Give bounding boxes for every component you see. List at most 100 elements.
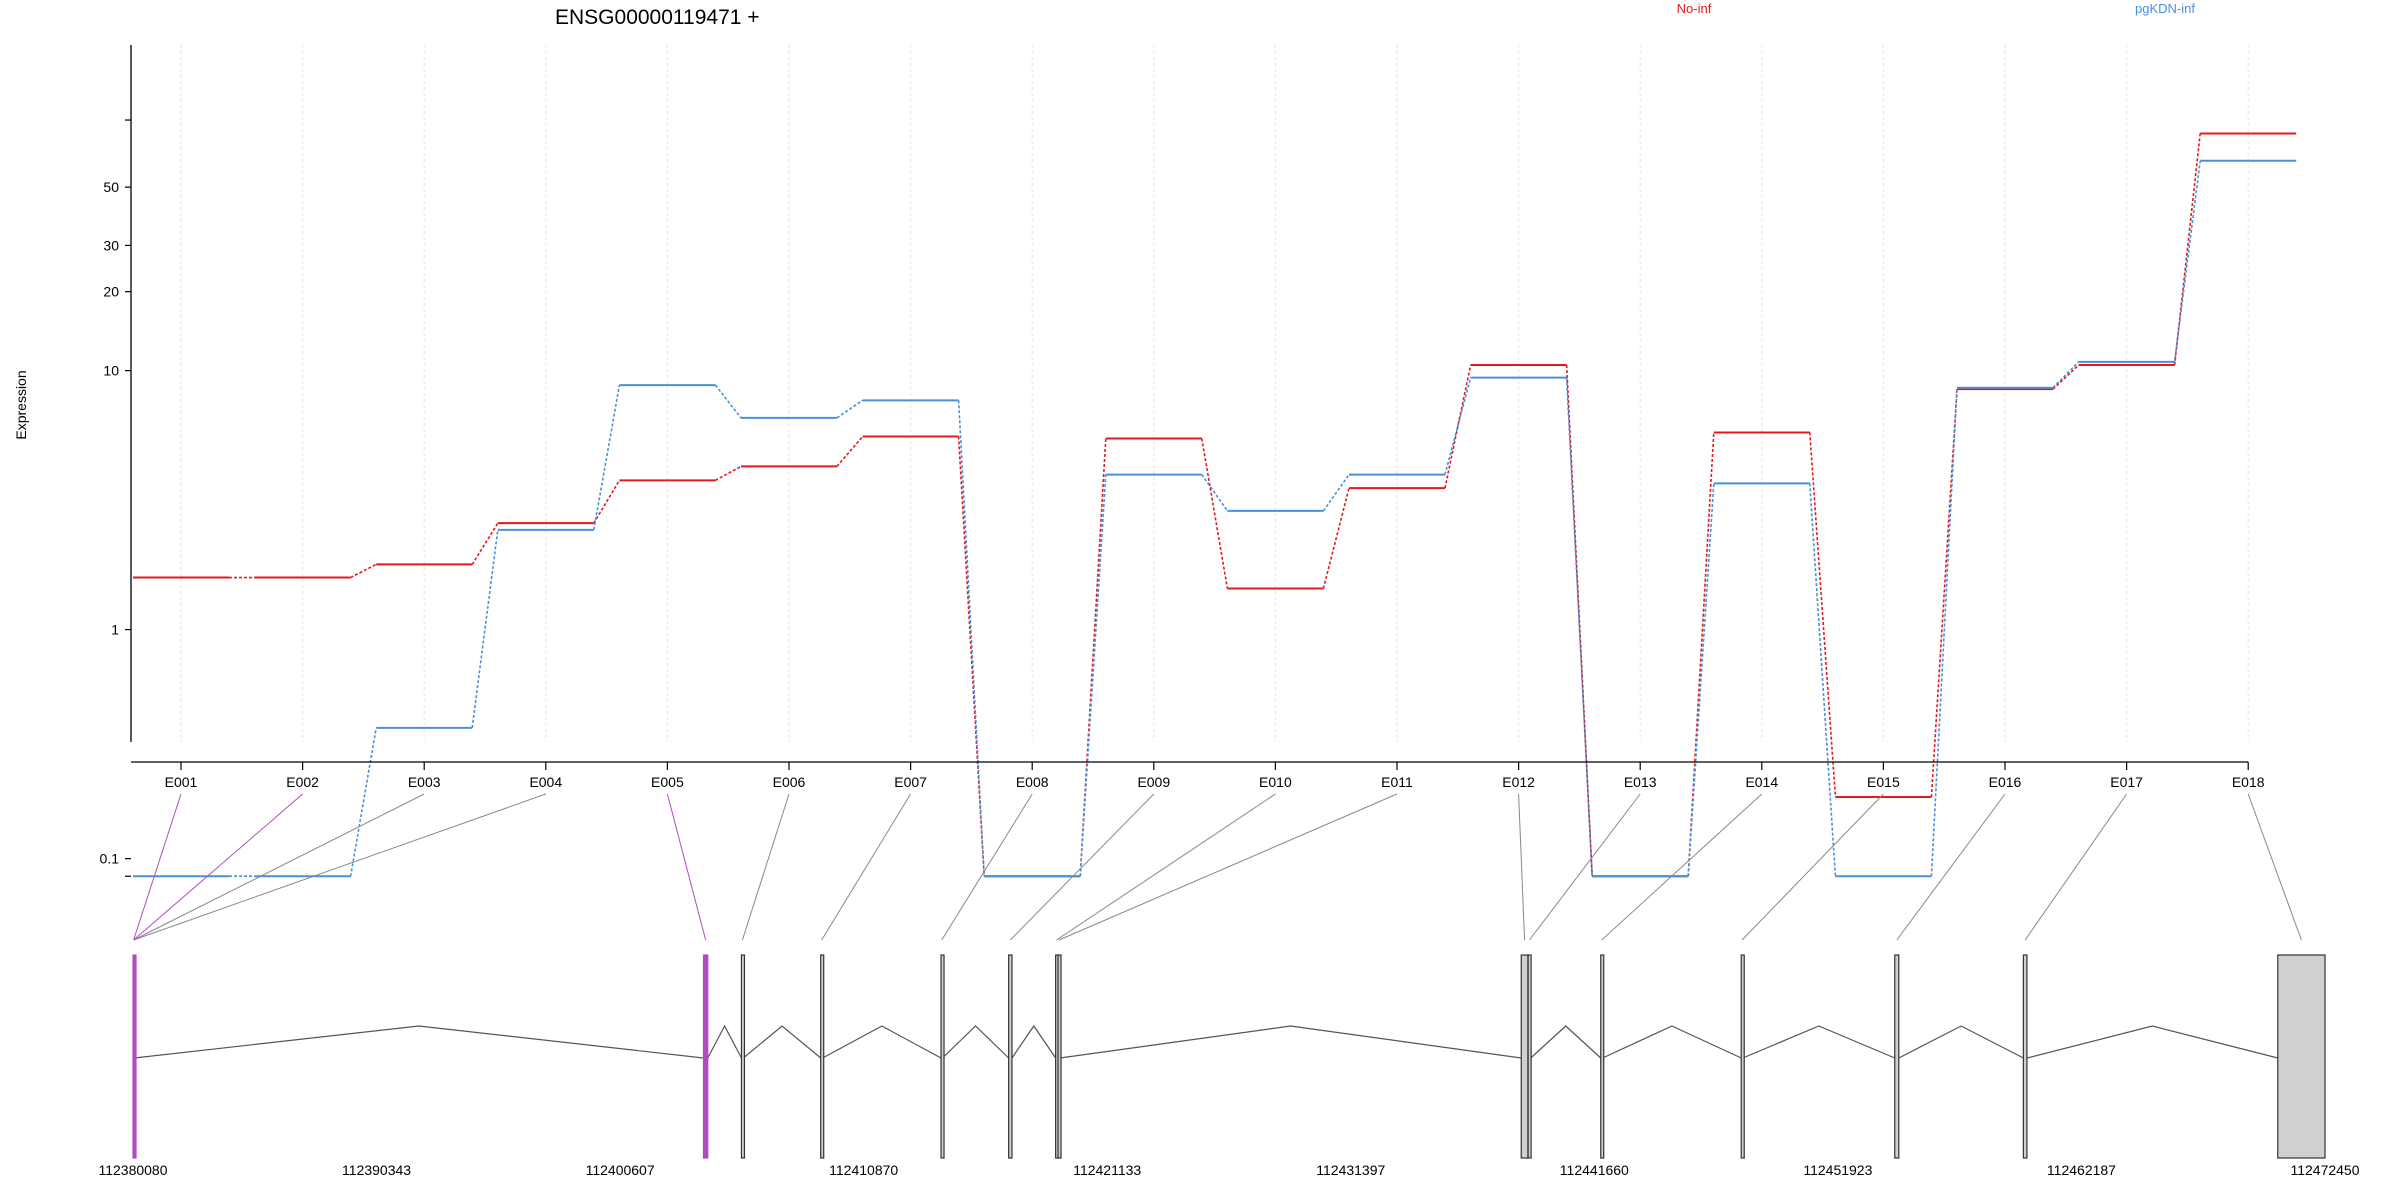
- exon-box: [940, 954, 945, 1159]
- series-connector: [1930, 389, 1958, 798]
- x-tick-label: E002: [286, 774, 319, 790]
- x-tick-label: E016: [1989, 774, 2022, 790]
- intron-line: [707, 1024, 742, 1059]
- x-tick-label: E012: [1502, 774, 1535, 790]
- series-connector: [1930, 387, 1958, 877]
- intron-line: [1530, 1025, 1602, 1059]
- x-tick-label: E009: [1137, 774, 1170, 790]
- x-tick-label: E015: [1867, 774, 1900, 790]
- exon-box: [1527, 954, 1532, 1159]
- series-connector: [593, 479, 621, 524]
- series-connector: [1444, 364, 1472, 489]
- intron-line: [1059, 1025, 1522, 1059]
- intron-line: [134, 1025, 704, 1059]
- exon-connector: [1518, 793, 1526, 941]
- series-connector: [714, 384, 742, 419]
- exon-connector: [133, 793, 182, 941]
- exon-box: [1008, 954, 1013, 1159]
- exon-connector: [1741, 793, 1884, 941]
- exon-box: [1740, 954, 1745, 1159]
- series-connector: [1444, 377, 1472, 475]
- intron-line: [1011, 1024, 1057, 1059]
- series-connector: [471, 522, 499, 565]
- x-tick-label: E011: [1381, 774, 1413, 790]
- intron-line: [2026, 1025, 2278, 1059]
- exon-box: [2277, 954, 2326, 1159]
- genomic-coordinate-axis: 112380080 112390343 112400607 112410870 1124…: [98, 1162, 2359, 1178]
- intron-line: [822, 1025, 942, 1059]
- x-tick-label: E007: [894, 774, 927, 790]
- y-tick-label: 10: [103, 363, 119, 379]
- x-axis: E001 E002 E003 E004 E005 E006 E007 E008 E009 E010…: [131, 761, 2265, 790]
- x-tick-label: E013: [1624, 774, 1657, 790]
- coordinate-label: 112462187: [2047, 1162, 2116, 1178]
- series-connector: [1079, 438, 1107, 877]
- exon-connector: [1529, 793, 1641, 941]
- y-tick-label: 1: [111, 622, 119, 638]
- gene-model: [132, 954, 2326, 1159]
- exon-box: [132, 954, 137, 1159]
- x-tick-label: E017: [2110, 774, 2143, 790]
- series-connector: [957, 436, 985, 877]
- exon-box: [820, 954, 825, 1159]
- exon-connector: [741, 793, 790, 941]
- series-connector: [1322, 487, 1350, 589]
- exon-connector: [1009, 793, 1155, 941]
- coordinate-label: 112472450: [2290, 1162, 2359, 1178]
- series-connector: [1565, 377, 1593, 877]
- series-connector: [2173, 160, 2201, 362]
- exon-connector: [2024, 793, 2128, 941]
- series-connector: [836, 435, 864, 467]
- series-connector: [1687, 432, 1715, 877]
- exon-connector: [941, 793, 1033, 941]
- series-connector: [350, 563, 377, 579]
- series-connector: [593, 384, 621, 530]
- x-tick-label: E014: [1745, 774, 1778, 790]
- exon-connector: [133, 793, 303, 941]
- y-tick-label: 30: [103, 237, 119, 253]
- exon-connector: [666, 793, 707, 941]
- y-tick-label: 0.1: [100, 851, 120, 867]
- y-axis-label: Expression: [13, 370, 29, 439]
- series-connector: [957, 400, 985, 877]
- series-connector: [1079, 474, 1107, 877]
- exon-box: [1057, 954, 1062, 1159]
- coordinate-label: 112441660: [1560, 1162, 1629, 1178]
- coordinate-label: 112451923: [1803, 1162, 1872, 1178]
- y-tick-label: 20: [103, 284, 119, 300]
- intron-line: [1898, 1025, 2024, 1059]
- x-tick-label: E006: [773, 774, 806, 790]
- intron-line: [942, 1025, 1010, 1059]
- coordinate-label: 112421133: [1073, 1162, 1141, 1178]
- exon-connector: [821, 793, 912, 941]
- exon-connectors: [133, 793, 2302, 941]
- series-connector: [2052, 364, 2080, 390]
- exon-connector: [133, 793, 425, 941]
- series-connector: [1201, 474, 1229, 512]
- series-connector: [1809, 483, 1837, 877]
- coordinate-label: 112410870: [829, 1162, 898, 1178]
- series-connector: [1201, 438, 1229, 589]
- series-connector: [1809, 432, 1837, 798]
- series-connector: [1687, 483, 1715, 877]
- y-tick-label: 50: [103, 179, 119, 195]
- exon-connector: [2247, 793, 2302, 941]
- intron-line: [742, 1025, 822, 1059]
- y-axis: 0.1 1 10 20 30 50: [100, 45, 132, 877]
- exon-connector: [1601, 793, 1763, 941]
- series-connector: [349, 727, 377, 877]
- exon-box: [1894, 954, 1900, 1159]
- exon-box: [702, 954, 709, 1159]
- series-connector: [836, 399, 864, 419]
- exon-box: [740, 954, 746, 1159]
- exon-box: [1600, 954, 1605, 1159]
- intron-line: [1742, 1025, 1895, 1059]
- chart-title: ENSG00000119471 +: [555, 6, 760, 29]
- series-connector: [471, 529, 499, 728]
- intron-line: [1602, 1025, 1742, 1059]
- x-tick-label: E010: [1259, 774, 1292, 790]
- series-No-inf: [133, 132, 2297, 878]
- legend-entry-no-inf: No-inf: [1677, 1, 1712, 16]
- series-lines: [133, 132, 2297, 878]
